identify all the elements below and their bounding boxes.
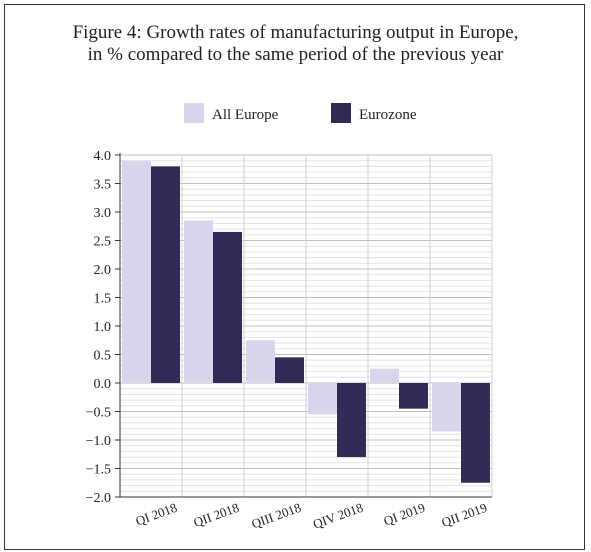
- x-axis-labels: QI 2018 QII 2018 QIII 2018 QIV 2018 QI 2019 Q…: [134, 500, 490, 532]
- legend-label-eurozone: Eurozone: [359, 107, 417, 123]
- x-tick-label: QIV 2018: [311, 500, 365, 532]
- bar-all-europe-qi-2019: [370, 368, 399, 383]
- bar-eurozone-qiii-2018: [275, 357, 304, 383]
- legend-swatch-eurozone: [331, 103, 351, 123]
- y-tick-label: 0.0: [94, 377, 112, 392]
- y-tick-label: −2.0: [86, 491, 111, 506]
- x-tick-label: QIII 2018: [249, 500, 303, 532]
- bar-eurozone-qi-2019: [399, 383, 428, 409]
- x-tick-label: QII 2019: [439, 500, 489, 530]
- bar-all-europe-qiv-2018: [308, 383, 337, 415]
- y-tick-label: −1.0: [86, 434, 111, 449]
- legend-swatch-all-europe: [184, 103, 204, 123]
- legend: All Europe Eurozone: [184, 103, 417, 123]
- y-tick-label: 4.0: [94, 149, 112, 164]
- y-axis-ticks: 4.0 3.5 3.0 2.5 2.0 1.5 1.0 0.5 0.0 −0.5 −1.0 −1.5 −…: [86, 149, 111, 506]
- bar-eurozone-qii-2019: [461, 383, 490, 483]
- y-tick-label: −1.5: [86, 463, 111, 478]
- y-tick-label: 3.0: [94, 206, 112, 221]
- y-tick-label: 2.5: [94, 235, 112, 250]
- y-tick-label: 0.5: [94, 349, 112, 364]
- x-tick-label: QI 2018: [134, 500, 180, 529]
- bar-all-europe-qi-2018: [122, 160, 151, 383]
- y-tick-label: 3.5: [94, 178, 112, 193]
- chart-title-line2: in % compared to the same period of the …: [87, 44, 504, 65]
- chart-title-line1: Figure 4: Growth rates of manufacturing …: [72, 22, 519, 43]
- bar-all-europe-qii-2018: [184, 220, 213, 383]
- x-tick-label: QI 2019: [382, 500, 428, 529]
- bars: [122, 160, 490, 483]
- bar-all-europe-qii-2019: [432, 383, 461, 432]
- bar-eurozone-qi-2018: [151, 166, 180, 383]
- bar-all-europe-qiii-2018: [246, 340, 275, 383]
- legend-label-all-europe: All Europe: [212, 107, 279, 123]
- y-tick-label: 1.5: [94, 292, 112, 307]
- bar-eurozone-qiv-2018: [337, 383, 366, 458]
- gridlines: [120, 154, 493, 498]
- x-tick-label: QII 2018: [191, 500, 241, 530]
- y-tick-label: −0.5: [86, 406, 111, 421]
- y-tick-label: 1.0: [94, 320, 112, 335]
- bar-eurozone-qii-2018: [213, 231, 242, 383]
- y-tick-label: 2.0: [94, 263, 112, 278]
- chart-title: Figure 4: Growth rates of manufacturing …: [0, 22, 591, 66]
- axes: [115, 153, 492, 498]
